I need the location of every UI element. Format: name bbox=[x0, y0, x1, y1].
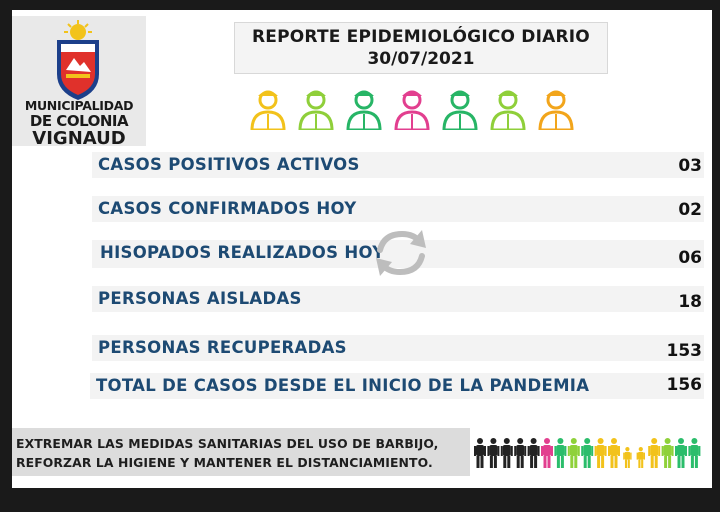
stat-value: 06 bbox=[678, 248, 702, 268]
stat-row-confirmed-today: CASOS CONFIRMADOS HOY 02 bbox=[92, 196, 704, 222]
stat-label: CASOS CONFIRMADOS HOY bbox=[98, 199, 357, 218]
stat-value: 18 bbox=[678, 292, 702, 312]
report-header: REPORTE EPIDEMIOLÓGICO DIARIO 30/07/2021 bbox=[234, 22, 608, 74]
stat-row-recovered: PERSONAS RECUPERADAS 153 bbox=[92, 335, 704, 361]
stat-row-swabs-today: HISOPADOS REALIZADOS HOY 06 bbox=[92, 240, 704, 268]
person-icon bbox=[554, 438, 567, 468]
stat-label: PERSONAS AISLADAS bbox=[98, 289, 302, 308]
person-icon bbox=[661, 438, 674, 468]
stat-row-total-cases: TOTAL DE CASOS DESDE EL INICIO DE LA PAN… bbox=[90, 373, 704, 399]
person-icon bbox=[567, 438, 580, 468]
municipality-logo: MUNICIPALIDAD DE COLONIA VIGNAUD bbox=[12, 16, 146, 149]
person-icon bbox=[648, 438, 661, 468]
shield-icon bbox=[57, 20, 99, 100]
people-silhouettes bbox=[474, 438, 701, 468]
safety-message-line-2: REFORZAR LA HIGIENE Y MANTENER EL DISTAN… bbox=[16, 455, 433, 470]
firefighter-icon bbox=[346, 90, 382, 130]
builder-icon bbox=[538, 90, 574, 130]
doctor-icon bbox=[298, 90, 334, 130]
stat-label: TOTAL DE CASOS DESDE EL INICIO DE LA PAN… bbox=[96, 376, 590, 395]
logo-line-3: VIGNAUD bbox=[32, 127, 126, 149]
person-icon bbox=[500, 438, 513, 468]
safety-message: EXTREMAR LAS MEDIDAS SANITARIAS DEL USO … bbox=[12, 428, 470, 476]
stat-value: 03 bbox=[678, 156, 702, 176]
person-icon bbox=[527, 438, 540, 468]
stat-value: 156 bbox=[666, 375, 703, 395]
person-icon bbox=[608, 438, 620, 468]
person-icon bbox=[688, 438, 701, 468]
stat-value: 02 bbox=[678, 200, 702, 220]
health-worker-icon bbox=[442, 90, 478, 130]
nurse-icon bbox=[394, 90, 430, 130]
stat-row-isolated: PERSONAS AISLADAS 18 bbox=[92, 286, 704, 312]
workers-icons-row bbox=[248, 86, 578, 130]
chef-icon bbox=[490, 90, 526, 130]
stat-label: HISOPADOS REALIZADOS HOY bbox=[100, 243, 385, 262]
person-icon bbox=[514, 438, 527, 468]
stat-value: 153 bbox=[666, 341, 703, 361]
person-icon bbox=[581, 438, 594, 468]
logo-line-1: MUNICIPALIDAD bbox=[24, 98, 134, 113]
safety-message-line-1: EXTREMAR LAS MEDIDAS SANITARIAS DEL USO … bbox=[16, 436, 439, 451]
person-icon bbox=[487, 438, 500, 468]
logo-line-2: DE COLONIA bbox=[29, 111, 129, 130]
stat-label: CASOS POSITIVOS ACTIVOS bbox=[98, 155, 360, 174]
page-title: REPORTE EPIDEMIOLÓGICO DIARIO bbox=[252, 27, 590, 47]
person-icon bbox=[675, 438, 687, 468]
people-row bbox=[472, 434, 708, 470]
person-icon bbox=[474, 438, 486, 468]
person-icon bbox=[636, 447, 645, 468]
stat-label: PERSONAS RECUPERADAS bbox=[98, 338, 347, 357]
stat-row-active-cases: CASOS POSITIVOS ACTIVOS 03 bbox=[92, 152, 704, 178]
worker-icon bbox=[250, 90, 286, 130]
person-icon bbox=[623, 447, 632, 468]
person-icon bbox=[594, 438, 607, 468]
refresh-icon bbox=[376, 230, 426, 276]
report-frame: MUNICIPALIDAD DE COLONIA VIGNAUD REPORTE… bbox=[12, 10, 712, 488]
report-date: 30/07/2021 bbox=[367, 49, 475, 69]
person-icon bbox=[541, 438, 553, 468]
